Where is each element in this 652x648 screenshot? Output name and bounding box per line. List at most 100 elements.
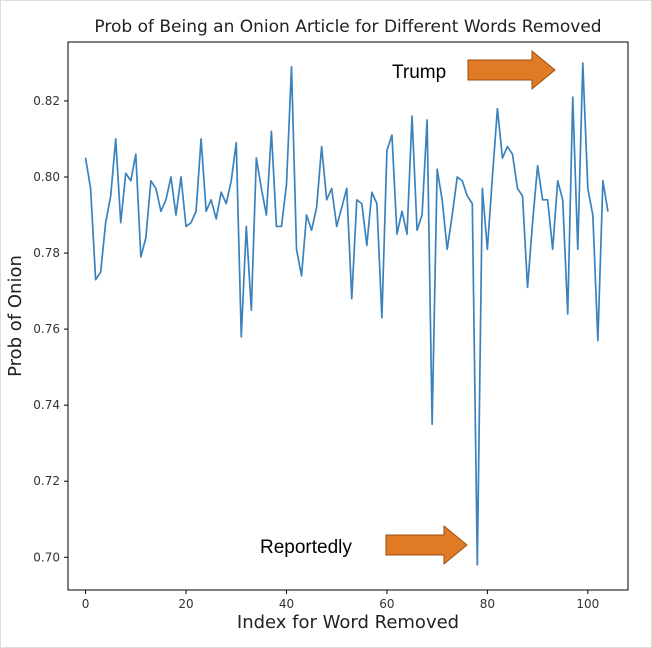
data-point <box>220 191 222 193</box>
data-point <box>552 248 554 250</box>
x-axis-label: Index for Word Removed <box>237 612 459 633</box>
data-point <box>285 184 288 186</box>
data-point <box>597 339 599 342</box>
data-point <box>536 164 539 167</box>
data-point <box>195 210 197 212</box>
data-point <box>310 229 313 231</box>
data-point <box>275 225 278 228</box>
x-tick-label: 60 <box>379 597 394 611</box>
data-point <box>406 233 408 235</box>
y-tick-label: 0.74 <box>33 398 60 412</box>
data-point <box>155 187 157 190</box>
data-point <box>125 172 127 174</box>
data-point <box>426 119 428 121</box>
data-point <box>90 187 92 190</box>
data-point <box>341 206 343 209</box>
data-point <box>461 180 463 182</box>
x-axis-ticks: 0 20 40 60 80 100 <box>82 590 599 611</box>
data-point <box>356 199 358 201</box>
x-tick-label: 40 <box>279 597 294 611</box>
data-point <box>577 248 579 250</box>
data-point <box>190 222 192 224</box>
data-point <box>542 199 544 201</box>
annotation-reportedly-label: Reportedly <box>260 537 352 558</box>
data-point <box>396 233 398 235</box>
data-point <box>401 210 403 212</box>
data-point <box>135 153 137 155</box>
data-point <box>521 195 524 197</box>
data-point <box>175 214 177 216</box>
data-point <box>481 187 483 190</box>
annotation-trump-label: Trump <box>392 62 446 83</box>
data-point <box>145 237 147 239</box>
data-point <box>386 149 388 151</box>
data-point <box>602 180 604 182</box>
data-point <box>381 317 383 319</box>
data-point <box>351 298 353 300</box>
data-point <box>215 218 217 220</box>
data-point <box>200 138 202 140</box>
data-point <box>305 214 308 216</box>
x-tick-label: 100 <box>576 597 599 611</box>
data-point <box>316 206 318 209</box>
y-tick-label: 0.70 <box>33 550 60 564</box>
data-point <box>547 199 549 201</box>
data-point <box>456 176 458 178</box>
data-point <box>140 256 142 258</box>
data-point <box>250 309 252 311</box>
data-point <box>511 153 514 155</box>
data-point <box>391 134 393 136</box>
data-point <box>84 157 87 159</box>
data-point <box>361 203 363 205</box>
data-point <box>567 313 569 315</box>
data-point <box>331 187 333 190</box>
data-point <box>170 176 172 178</box>
data-point <box>562 199 564 201</box>
y-tick-label: 0.78 <box>33 246 60 260</box>
x-tick-label: 80 <box>480 597 495 611</box>
data-point <box>180 176 182 178</box>
y-axis-label: Prob of Onion <box>5 255 26 377</box>
data-point <box>130 180 132 182</box>
data-point <box>421 214 423 216</box>
chart-title: Prob of Being an Onion Article for Diffe… <box>94 17 601 37</box>
y-tick-label: 0.82 <box>33 94 60 108</box>
data-point <box>411 115 413 117</box>
data-point <box>115 138 117 140</box>
data-point <box>371 191 373 193</box>
y-tick-label: 0.72 <box>33 474 60 488</box>
y-tick-label: 0.80 <box>33 170 60 184</box>
data-point <box>466 195 468 197</box>
data-point <box>572 96 574 98</box>
data-point <box>95 279 97 281</box>
data-point <box>431 423 433 425</box>
data-points <box>84 62 609 566</box>
data-point <box>290 66 293 68</box>
data-point <box>516 187 519 190</box>
data-point <box>526 286 529 288</box>
data-point <box>321 145 323 148</box>
data-point <box>416 229 418 231</box>
data-point <box>160 210 162 212</box>
data-point <box>441 199 443 201</box>
y-tick-label: 0.76 <box>33 322 60 336</box>
data-point <box>451 214 453 216</box>
data-point <box>366 244 368 247</box>
data-point <box>592 214 594 216</box>
data-point <box>265 214 267 216</box>
data-point <box>376 203 378 205</box>
data-point <box>165 199 167 201</box>
x-tick-label: 0 <box>82 597 90 611</box>
data-point <box>150 180 152 182</box>
annotation-reportedly-arrow-icon <box>385 524 468 566</box>
data-point <box>210 199 212 201</box>
data-point <box>255 157 257 159</box>
data-point <box>185 225 187 228</box>
data-point <box>105 222 107 224</box>
data-point <box>446 248 448 250</box>
data-point <box>496 107 499 110</box>
data-point <box>270 130 273 132</box>
data-point <box>245 225 247 228</box>
data-point <box>491 176 493 178</box>
